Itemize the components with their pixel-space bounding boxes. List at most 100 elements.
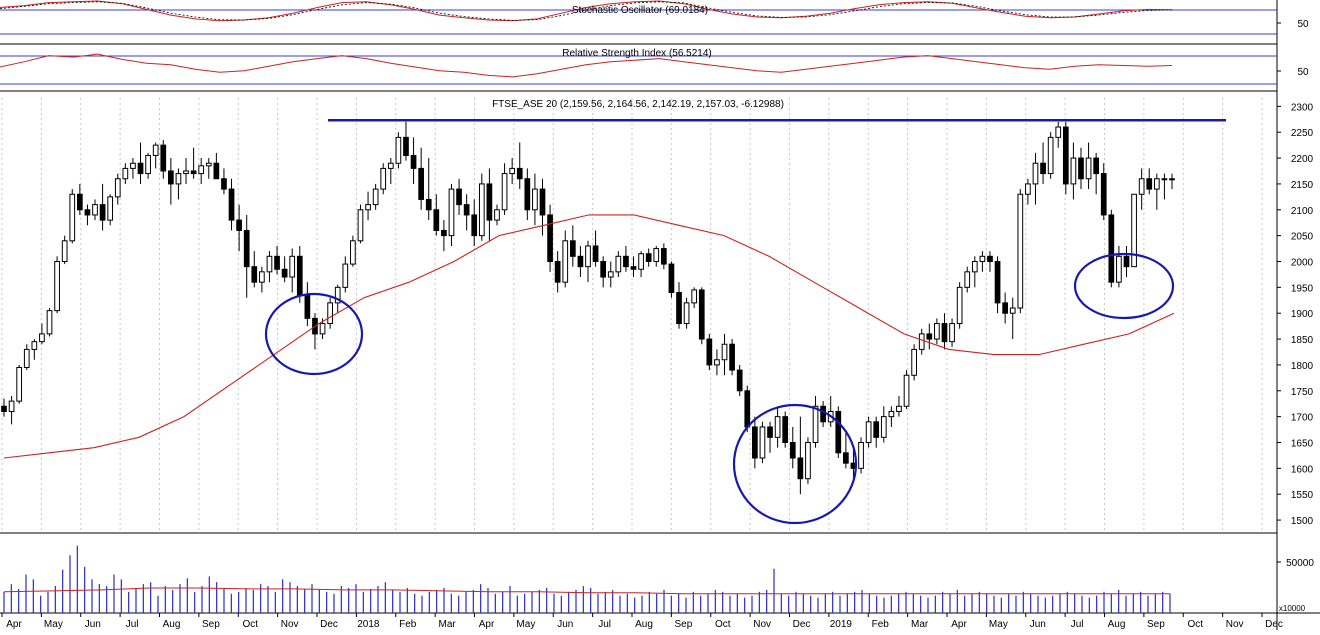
volume-multiplier-label: x10000 — [1279, 604, 1306, 613]
month-tick-label: Feb — [872, 619, 890, 630]
candle-body — [122, 167, 129, 180]
candle-body — [630, 266, 637, 270]
stochastic-d-line — [0, 1, 1173, 21]
candle-body — [107, 196, 114, 221]
candle-body — [554, 260, 561, 283]
month-tick-label: Mar — [911, 619, 929, 630]
candle-body — [668, 263, 675, 294]
candle-body — [387, 162, 394, 169]
price-title: FTSE_ASE 20 (2,159.56, 2,164.56, 2,142.1… — [492, 99, 784, 110]
candle-body — [69, 193, 76, 242]
month-tick-label: Dec — [320, 619, 338, 630]
candle-body — [259, 271, 265, 283]
candle-body — [1131, 193, 1137, 268]
candle-body — [365, 204, 371, 211]
candle-body — [843, 452, 849, 464]
axis-layer: Apr May Jun Jul Aug Sep Oct Nov Dec 2018 Feb Mar Apr… — [1, 22, 1314, 630]
candle-body — [509, 167, 516, 175]
price-tick-label: 1700 — [1291, 413, 1314, 424]
price-tick-label: 2050 — [1291, 232, 1314, 243]
candle-body — [896, 405, 902, 412]
candle-body — [1138, 178, 1145, 195]
candle-body — [16, 367, 23, 402]
month-tick-label: Aug — [163, 619, 181, 630]
candle-body — [638, 253, 644, 270]
candle-body — [471, 214, 478, 237]
candle-body — [1017, 193, 1024, 309]
highlight-circle — [732, 403, 858, 525]
candle-body — [137, 162, 144, 175]
candle-body — [752, 426, 758, 459]
candle-body — [941, 323, 948, 343]
candle-body — [114, 178, 121, 198]
month-tick-label: Apr — [951, 619, 967, 630]
candle-body — [706, 338, 713, 366]
candle-body — [698, 289, 705, 340]
candle-body — [1085, 157, 1092, 180]
candle-body — [562, 240, 569, 283]
candle-body — [903, 374, 910, 407]
volume-moving-average-line — [3, 587, 1170, 595]
candle-body — [84, 209, 91, 216]
candle-body — [1032, 162, 1039, 185]
month-tick-label: Oct — [242, 619, 258, 630]
month-tick-label: Jul — [598, 619, 611, 630]
candle-body — [494, 209, 500, 221]
candle-body — [994, 260, 1001, 304]
candle-body — [1123, 255, 1130, 268]
candle-body — [600, 260, 607, 278]
candle-body — [357, 209, 364, 242]
candle-body — [592, 245, 599, 262]
candle-body — [934, 323, 940, 340]
candle-body — [691, 289, 698, 304]
candle-body — [623, 255, 629, 268]
candle-body — [615, 255, 622, 273]
candle-body — [205, 162, 212, 167]
candle-body — [1002, 302, 1008, 314]
candle-body — [76, 193, 83, 211]
candle-body — [99, 204, 106, 221]
candle-body — [327, 302, 333, 325]
candle-body — [1169, 178, 1175, 181]
price-panel — [1, 121, 1175, 495]
candle-body — [1009, 307, 1016, 314]
candle-body — [160, 144, 167, 172]
candle-body — [820, 405, 826, 423]
candle-body — [251, 266, 258, 283]
month-tick-label: Jun — [557, 619, 573, 630]
candle-body — [54, 260, 60, 312]
month-tick-label: Jul — [126, 619, 139, 630]
month-tick-label: Jul — [1071, 619, 1084, 630]
month-tick-label: Apr — [6, 619, 22, 630]
candle-body — [729, 343, 735, 371]
month-tick-label: 2018 — [357, 619, 380, 630]
candle-body — [478, 183, 485, 237]
candle-body — [1025, 183, 1031, 195]
candle-body — [342, 263, 349, 288]
price-tick-label: 2100 — [1291, 206, 1314, 217]
candle-body — [372, 188, 379, 206]
month-tick-label: 2019 — [830, 619, 853, 630]
candle-body — [61, 240, 68, 262]
volume-panel — [3, 545, 1171, 613]
candle-body — [274, 255, 280, 270]
candle-body — [1070, 157, 1077, 185]
candle-body — [539, 188, 546, 216]
stochastic-title: Stochastic Oscillator (69.0184) — [572, 5, 708, 16]
candle-body — [873, 421, 880, 438]
candle-body — [236, 219, 242, 231]
candle-body — [676, 292, 682, 325]
candle-body — [1146, 178, 1153, 190]
candle-body — [1100, 173, 1107, 216]
annotation-layer — [264, 119, 1226, 525]
candle-body — [524, 178, 531, 211]
candle-body — [1161, 178, 1168, 181]
month-tick-label: May — [989, 619, 1008, 630]
price-tick-label: 1850 — [1291, 335, 1314, 346]
candle-body — [774, 416, 781, 438]
candle-body — [31, 341, 38, 350]
candle-body — [585, 245, 591, 268]
price-tick-label: 1500 — [1291, 516, 1314, 527]
